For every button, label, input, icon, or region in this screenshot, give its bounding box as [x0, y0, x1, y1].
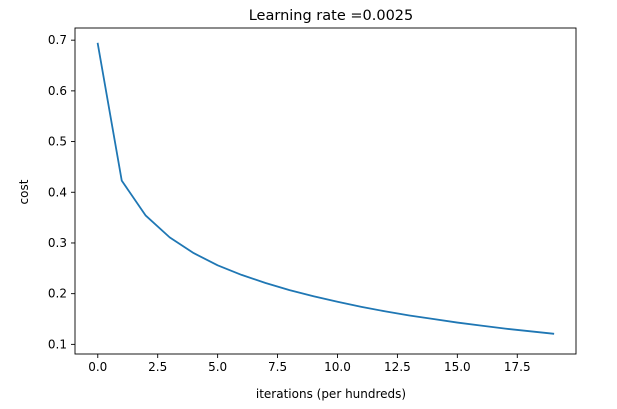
x-tick-label: 17.5	[504, 360, 531, 374]
y-tick-label: 0.7	[48, 33, 67, 47]
x-tick-label: 15.0	[444, 360, 471, 374]
x-axis-label: iterations (per hundreds)	[256, 387, 406, 401]
x-tick-label: 0.0	[88, 360, 107, 374]
plot-area: 0.0 2.5 5.0 7.5 10.0 12.5 15.0 17.5 0.1 0.2 0.3 0.4…	[48, 27, 577, 374]
chart-title: Learning rate =0.0025	[249, 8, 414, 24]
y-tick-label: 0.5	[48, 135, 67, 149]
cost-series-line	[96, 42, 555, 335]
y-tick-label: 0.1	[48, 337, 67, 351]
x-tick-label: 7.5	[268, 360, 287, 374]
axes-frame	[74, 27, 577, 355]
y-tick-label: 0.2	[48, 287, 67, 301]
x-tick-label: 5.0	[208, 360, 227, 374]
y-tick-label: 0.6	[48, 84, 67, 98]
x-tick-label: 2.5	[148, 360, 167, 374]
y-tick-label: 0.4	[48, 185, 67, 199]
y-axis-label: cost	[17, 179, 31, 204]
y-tick-label: 0.3	[48, 236, 67, 250]
x-tick-label: 12.5	[384, 360, 411, 374]
x-tick-label: 10.0	[324, 360, 351, 374]
